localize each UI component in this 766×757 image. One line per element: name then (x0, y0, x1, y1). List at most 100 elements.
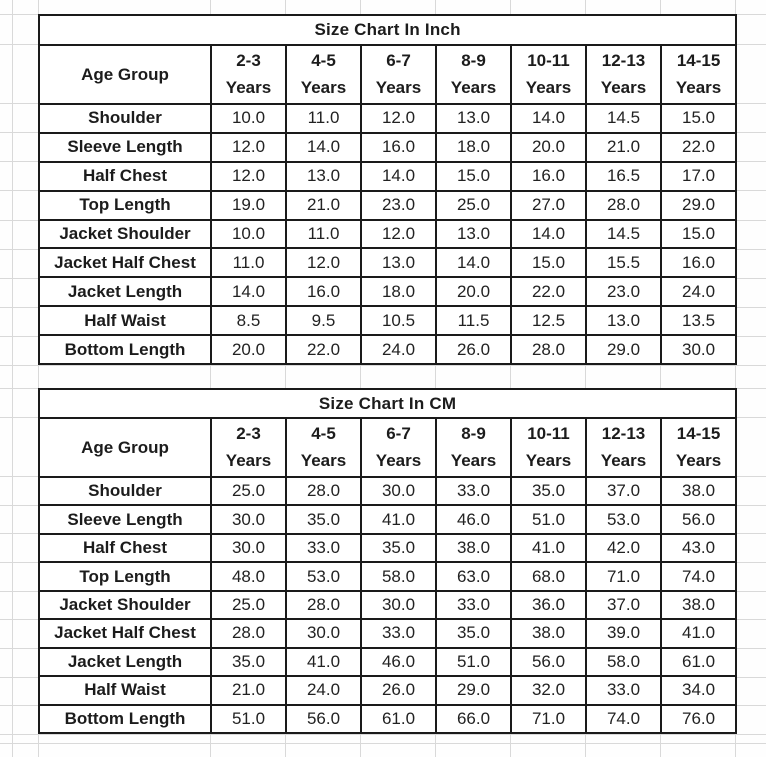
measurement-label: Jacket Shoulder (38, 218, 212, 250)
measurement-label: Half Chest (38, 532, 212, 564)
gridline (435, 0, 436, 757)
value-cell: 30.0 (210, 504, 287, 535)
value-cell: 13.0 (435, 103, 512, 134)
value-cell: 12.0 (360, 103, 437, 134)
table-row: Sleeve Length 30.0 35.0 41.0 46.0 51.0 53.0 56.… (38, 504, 738, 535)
value-cell: 41.0 (285, 646, 362, 678)
value-cell: 51.0 (435, 646, 512, 678)
value-cell: 14.0 (210, 276, 287, 308)
gridline (0, 743, 766, 744)
age-group-column-header: 2-3 Years (210, 417, 287, 478)
table-row: Sleeve Length 12.0 14.0 16.0 18.0 20.0 21.0 22.… (38, 131, 738, 163)
value-cell: 11.0 (285, 218, 362, 250)
value-cell: 38.0 (435, 532, 512, 564)
value-cell: 14.0 (435, 247, 512, 279)
value-cell: 14.0 (510, 218, 587, 250)
value-cell: 25.0 (210, 589, 287, 621)
value-cell: 37.0 (585, 475, 662, 507)
age-group-column-header: 8-9 Years (435, 417, 512, 478)
value-cell: 12.5 (510, 305, 587, 336)
age-group-column-header: 4-5 Years (285, 44, 362, 105)
value-cell: 14.0 (360, 160, 437, 192)
value-cell: 15.0 (435, 160, 512, 192)
value-cell: 33.0 (435, 589, 512, 621)
value-cell: 14.5 (585, 218, 662, 250)
value-cell: 22.0 (510, 276, 587, 308)
measurement-label: Bottom Length (38, 334, 212, 365)
value-cell: 25.0 (210, 475, 287, 507)
value-cell: 41.0 (659, 618, 738, 649)
gridline (360, 0, 361, 757)
value-cell: 16.0 (510, 160, 587, 192)
value-cell: 30.0 (360, 589, 437, 621)
value-cell: 63.0 (435, 561, 512, 592)
value-cell: 74.0 (585, 703, 662, 734)
value-cell: 9.5 (285, 305, 362, 336)
value-cell: 24.0 (360, 334, 437, 365)
value-cell: 76.0 (659, 703, 738, 734)
gridline (210, 0, 211, 757)
age-group-column-header: 12-13 Years (585, 44, 662, 105)
value-cell: 33.0 (435, 475, 512, 507)
age-group-column-header: 10-11 Years (510, 417, 587, 478)
measurement-label: Top Length (38, 189, 212, 221)
value-cell: 66.0 (435, 703, 512, 734)
table-row: Jacket Shoulder 25.0 28.0 30.0 33.0 36.0 37.0 3… (38, 589, 738, 621)
value-cell: 41.0 (360, 504, 437, 535)
gridline (38, 0, 39, 757)
value-cell: 29.0 (435, 675, 512, 706)
age-group-column-header: 10-11 Years (510, 44, 587, 105)
value-cell: 19.0 (210, 189, 287, 221)
gridline (12, 0, 13, 757)
table-row: Shoulder 10.0 11.0 12.0 13.0 14.0 14.5 15.0 (38, 103, 738, 134)
gridline (660, 0, 661, 757)
value-cell: 42.0 (585, 532, 662, 564)
value-cell: 46.0 (435, 504, 512, 535)
value-cell: 13.0 (360, 247, 437, 279)
value-cell: 32.0 (510, 675, 587, 706)
age-group-column-header: 14-15 Years (659, 417, 738, 478)
value-cell: 13.0 (285, 160, 362, 192)
value-cell: 30.0 (210, 532, 287, 564)
value-cell: 24.0 (285, 675, 362, 706)
size-chart-inch-table: Size Chart In Inch Age Group 2-3 Years 4-5 … (37, 14, 738, 365)
value-cell: 21.0 (210, 675, 287, 706)
value-cell: 22.0 (285, 334, 362, 365)
value-cell: 23.0 (360, 189, 437, 221)
value-cell: 11.0 (210, 247, 287, 279)
value-cell: 28.0 (210, 618, 287, 649)
age-group-column-header: 12-13 Years (585, 417, 662, 478)
table-row: Shoulder 25.0 28.0 30.0 33.0 35.0 37.0 38.0 (38, 475, 738, 507)
value-cell: 16.0 (659, 247, 738, 279)
table-row: Top Length 19.0 21.0 23.0 25.0 27.0 28.0 29.0 (38, 189, 738, 221)
size-chart-cm-table: Size Chart In CM Age Group 2-3 Years 4-5 Ye… (37, 388, 738, 734)
value-cell: 36.0 (510, 589, 587, 621)
value-cell: 10.5 (360, 305, 437, 336)
value-cell: 56.0 (285, 703, 362, 734)
table-row: Jacket Length 14.0 16.0 18.0 20.0 22.0 23.0 24.… (38, 276, 738, 308)
table-title: Size Chart In CM (37, 388, 738, 419)
measurement-label: Half Waist (38, 675, 212, 706)
value-cell: 18.0 (360, 276, 437, 308)
value-cell: 12.0 (210, 131, 287, 163)
value-cell: 23.0 (585, 276, 662, 308)
header-row: Age Group 2-3 Years 4-5 Years 6-7 Years 8-9 … (38, 44, 738, 105)
value-cell: 16.0 (360, 131, 437, 163)
value-cell: 53.0 (585, 504, 662, 535)
measurement-label: Top Length (38, 561, 212, 592)
value-cell: 22.0 (659, 131, 738, 163)
age-group-column-header: 8-9 Years (435, 44, 512, 105)
table-row: Half Waist 8.5 9.5 10.5 11.5 12.5 13.0 13.5 (38, 305, 738, 336)
value-cell: 27.0 (510, 189, 587, 221)
measurement-label: Half Waist (38, 305, 212, 336)
value-cell: 46.0 (360, 646, 437, 678)
table-row: Half Waist 21.0 24.0 26.0 29.0 32.0 33.0 34.0 (38, 675, 738, 706)
value-cell: 11.0 (285, 103, 362, 134)
table-row: Half Chest 12.0 13.0 14.0 15.0 16.0 16.5 17.0 (38, 160, 738, 192)
value-cell: 58.0 (360, 561, 437, 592)
age-group-column-header: 6-7 Years (360, 44, 437, 105)
age-group-column-header: 6-7 Years (360, 417, 437, 478)
measurement-label: Jacket Half Chest (38, 618, 212, 649)
age-group-column-header: 14-15 Years (659, 44, 738, 105)
